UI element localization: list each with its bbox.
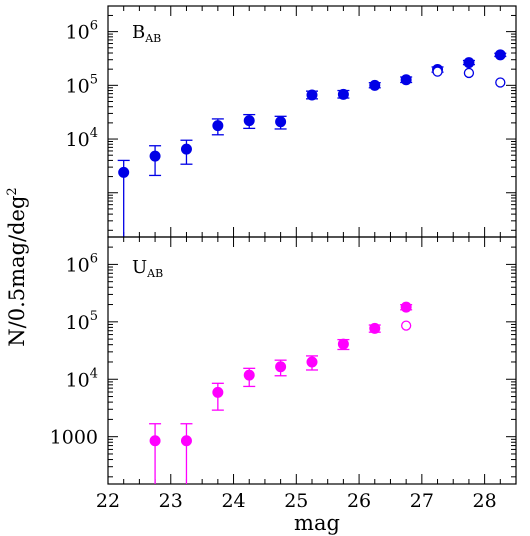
x-tick-label: 28 bbox=[473, 490, 497, 512]
data-point-b bbox=[494, 49, 506, 61]
data-point-b bbox=[400, 74, 412, 86]
data-point-b bbox=[118, 166, 130, 178]
x-axis-tick-labels: 22 23 24 25 26 27 28 bbox=[96, 490, 497, 512]
data-point-b bbox=[306, 89, 318, 101]
y-tick-label-u: 104 bbox=[66, 366, 98, 391]
panel-label-u: UAB bbox=[132, 257, 163, 280]
open-data-point-b bbox=[432, 66, 443, 77]
data-point-u bbox=[180, 435, 192, 447]
panel-u-band: 1000 104 105 106 UAB bbox=[50, 236, 517, 485]
data-point-b bbox=[180, 143, 192, 155]
data-point-u bbox=[275, 361, 287, 373]
open-data-point-b bbox=[495, 77, 506, 88]
y-tick-label-b: 106 bbox=[66, 19, 98, 44]
x-tick-label: 24 bbox=[221, 490, 245, 512]
x-tick-label: 23 bbox=[159, 490, 183, 512]
y-tick-label-u: 106 bbox=[66, 251, 98, 276]
y-axis-label-text: N/0.5mag/deg bbox=[5, 196, 29, 347]
data-point-u bbox=[369, 322, 381, 334]
y-axis-label: N/0.5mag/deg2 bbox=[5, 187, 29, 346]
y-tick-label-b: 104 bbox=[66, 126, 98, 151]
x-tick-label: 22 bbox=[96, 490, 120, 512]
data-point-b bbox=[149, 150, 161, 162]
data-point-b bbox=[369, 79, 381, 91]
panel-label-b: BAB bbox=[132, 22, 161, 45]
data-point-u bbox=[400, 301, 412, 313]
x-tick-label: 27 bbox=[410, 490, 434, 512]
data-point-u bbox=[212, 386, 224, 398]
x-tick-label: 25 bbox=[284, 490, 308, 512]
data-point-u bbox=[149, 435, 161, 447]
plot-frame-b bbox=[107, 5, 517, 238]
data-point-b bbox=[463, 57, 475, 69]
data-point-b bbox=[337, 88, 349, 100]
y-axis-label-superscript: 2 bbox=[5, 187, 20, 195]
open-data-point-b bbox=[463, 67, 475, 79]
data-point-u bbox=[306, 356, 318, 368]
data-point-b bbox=[243, 115, 255, 127]
x-tick-label: 26 bbox=[347, 490, 371, 512]
panel-b-band: 104 105 106 BAB bbox=[66, 5, 517, 238]
open-data-point-u bbox=[401, 320, 412, 331]
data-point-b bbox=[212, 120, 224, 132]
x-axis-label: mag bbox=[294, 511, 340, 535]
data-point-u bbox=[337, 338, 349, 350]
y-tick-label-b: 105 bbox=[66, 72, 98, 97]
y-tick-label-u: 1000 bbox=[50, 427, 98, 449]
data-point-u bbox=[243, 369, 255, 381]
y-tick-label-u: 105 bbox=[66, 309, 98, 334]
data-point-b bbox=[275, 116, 287, 128]
